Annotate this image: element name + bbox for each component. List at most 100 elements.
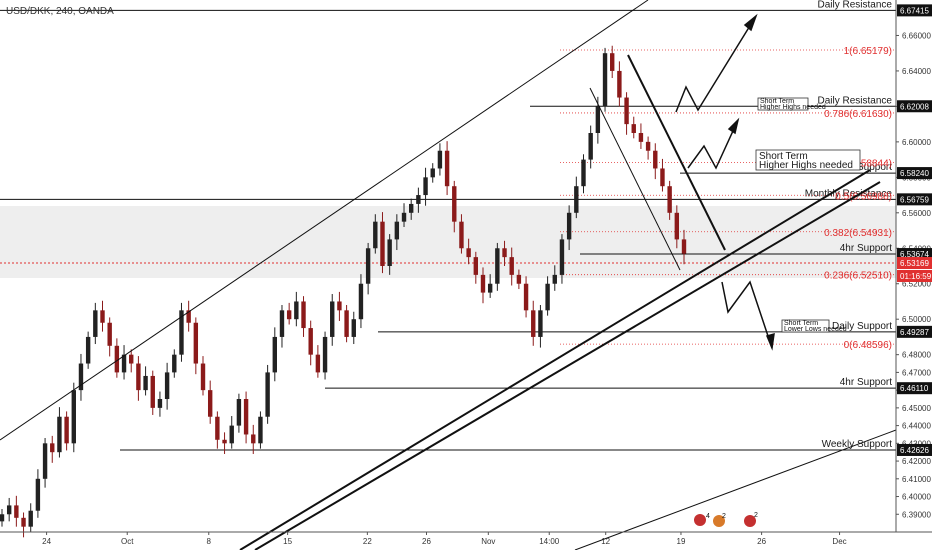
arrow-down-head [765, 332, 775, 351]
level-price-tag [897, 4, 932, 17]
candle-body [545, 283, 550, 311]
x-tick-label: 15 [283, 537, 292, 546]
candle-body [631, 124, 636, 133]
annotation-3-line-1: Short Term [784, 320, 818, 327]
economic-event-icons: 4 2 2 [694, 512, 758, 527]
level-price-tag-text: 6.49287 [900, 328, 929, 337]
y-tick-label: 6.64000 [902, 67, 931, 76]
candle-body [473, 257, 479, 275]
level-label: 4hr Support [840, 377, 892, 388]
candle-body [416, 195, 421, 204]
candle-body [466, 248, 471, 258]
annotation-short-term-hh-1: Short Term Higher Highs needed [757, 97, 826, 111]
candle-body [531, 310, 536, 337]
candle-body [186, 310, 191, 323]
candle-body [236, 399, 242, 426]
annotation-3-line-2: Lower Lows needed [784, 326, 847, 333]
fib-label: 0.236(6.52510) [824, 271, 892, 282]
level-price-tag-text: 6.56759 [900, 195, 929, 204]
level-label: 4hr Support [840, 243, 892, 254]
level-price-tag [897, 325, 932, 338]
candle-body [401, 212, 407, 222]
candle-body [610, 53, 615, 71]
candle-body [200, 363, 206, 391]
x-tick-label: 26 [757, 537, 766, 546]
candle-body [380, 221, 385, 266]
y-tick-label: 6.66000 [902, 31, 931, 40]
candle-body [50, 443, 55, 453]
level-label: Monthly Resistance [805, 188, 893, 199]
candle-body [28, 510, 33, 527]
countdown-tag-text: 01:16:59 [900, 272, 932, 281]
level-price-tag [897, 167, 932, 180]
candle-body [574, 186, 579, 213]
arrow-up-head-1 [743, 13, 758, 32]
candle-body [566, 212, 572, 240]
trendline-main-1 [239, 169, 871, 551]
candle-body [243, 399, 249, 435]
candle-body [409, 203, 414, 213]
candle-body [538, 310, 543, 337]
arrow-up-head-2 [727, 117, 740, 135]
event-count-2: 2 [722, 513, 726, 520]
candle-body [6, 505, 12, 515]
annotation-short-term-hh-2: Short Term Higher Highs needed [755, 149, 861, 171]
y-tick-label: 6.50000 [902, 315, 931, 324]
level-price-tag-text: 6.42626 [900, 446, 929, 455]
y-tick-label: 6.41000 [902, 475, 931, 484]
fib-label: 0.382(6.54931) [824, 228, 892, 239]
level-price-tag [897, 100, 932, 113]
candle-body [150, 375, 155, 408]
candle-body [179, 310, 184, 355]
annotation-2-line-2: Higher Highs needed [759, 160, 853, 171]
level-price-tag-text: 6.67415 [900, 6, 929, 15]
candle-body [624, 97, 629, 125]
y-tick-label: 6.45000 [902, 404, 931, 413]
event-count-1: 4 [706, 513, 710, 520]
y-tick-label: 6.43000 [902, 439, 931, 448]
annotation-short-term-ll: Short Term Lower Lows needed [781, 319, 847, 333]
x-tick-label: 24 [42, 537, 51, 546]
x-tick-label: 12 [601, 537, 610, 546]
candle-body [193, 322, 199, 364]
candle-body [279, 310, 285, 337]
candle-body [294, 301, 299, 320]
candle-body [645, 141, 651, 151]
level-label: 4hr Support [840, 162, 892, 173]
level-price-tag-text: 6.53674 [900, 250, 929, 259]
candle-body [509, 257, 514, 275]
y-tick-label: 6.60000 [902, 138, 931, 147]
annotation-1-line-1: Short Term [760, 98, 794, 105]
fib-label: 1(6.65179) [844, 46, 892, 57]
x-tick-label: Nov [481, 537, 495, 546]
level-label: Daily Resistance [818, 95, 893, 106]
y-tick-label: 6.56000 [902, 209, 931, 218]
x-tick-label: 22 [363, 537, 372, 546]
candle-body [35, 478, 41, 511]
candle-body [459, 221, 464, 249]
candle-body [215, 416, 220, 440]
event-count-3: 2 [754, 512, 758, 519]
candle-body [638, 133, 644, 142]
event-flag-icon-3 [744, 515, 756, 527]
candle-body [229, 425, 234, 444]
channel-lower-line [574, 429, 897, 551]
candle-body [581, 159, 586, 187]
candle-body [602, 53, 608, 107]
candle-body [301, 301, 306, 329]
candle-body [322, 336, 328, 373]
candle-body [444, 150, 450, 187]
level-label: Daily Resistance [818, 0, 893, 10]
candle-body [129, 354, 134, 364]
y-tick-label: 6.44000 [902, 422, 931, 431]
candle-body [667, 186, 672, 213]
candle-body [136, 363, 141, 391]
candle-body [258, 416, 263, 444]
channel-upper-line [0, 0, 649, 441]
y-tick-label: 6.40000 [902, 493, 931, 502]
candle-body [588, 133, 593, 160]
level-price-tag [897, 193, 932, 206]
candle-body [487, 283, 493, 293]
candle-body [559, 239, 565, 275]
